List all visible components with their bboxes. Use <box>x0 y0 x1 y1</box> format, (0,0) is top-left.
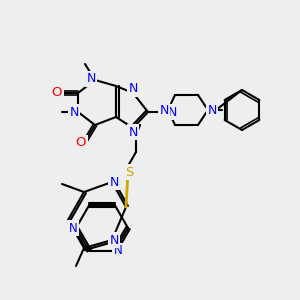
Text: N: N <box>128 82 138 95</box>
Text: N: N <box>128 125 138 139</box>
Text: N: N <box>114 244 122 257</box>
Text: N: N <box>159 103 169 116</box>
Text: N: N <box>167 106 177 118</box>
Text: O: O <box>76 136 86 149</box>
Text: S: S <box>125 166 133 178</box>
Text: N: N <box>69 106 79 118</box>
Text: N: N <box>109 233 119 247</box>
Text: N: N <box>207 103 217 116</box>
Text: N: N <box>69 221 77 235</box>
Text: N: N <box>86 73 96 85</box>
Text: N: N <box>109 176 119 188</box>
Text: O: O <box>52 86 62 100</box>
